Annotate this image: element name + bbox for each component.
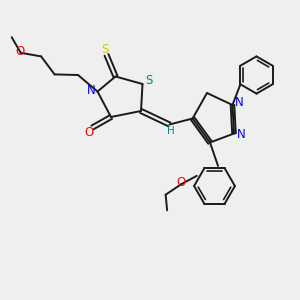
Text: S: S: [101, 43, 109, 56]
Text: S: S: [145, 74, 152, 87]
Text: H: H: [167, 126, 175, 136]
Text: N: N: [86, 83, 95, 97]
Text: N: N: [237, 128, 246, 141]
Text: O: O: [84, 126, 93, 140]
Text: O: O: [16, 45, 25, 58]
Text: N: N: [235, 96, 244, 109]
Text: O: O: [176, 176, 185, 190]
